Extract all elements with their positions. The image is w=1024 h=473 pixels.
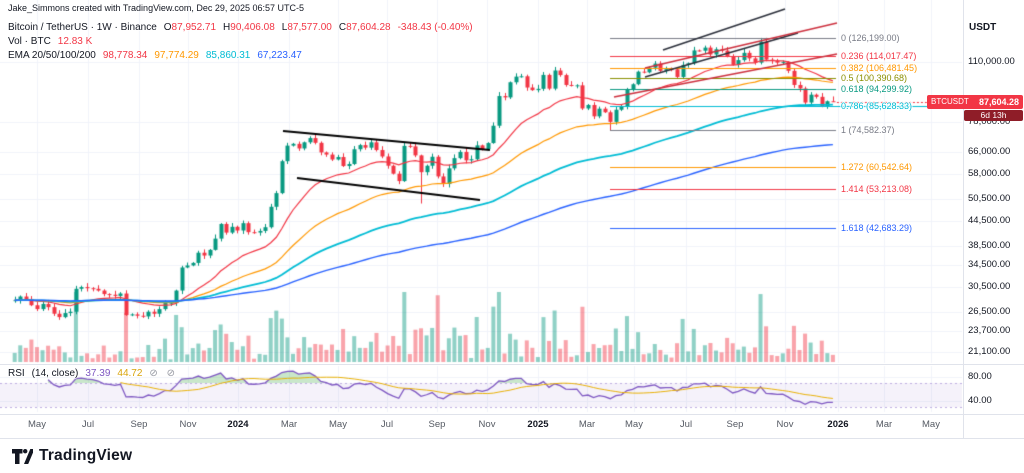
- price-axis-label: 30,500.00: [968, 281, 1011, 293]
- rsi-ma-value: 44.72: [117, 368, 143, 379]
- rsi-axis-label: 80.00: [968, 371, 992, 382]
- price-axis-label: 50,500.00: [968, 192, 1011, 204]
- ema200-value: 67,223.47: [257, 50, 302, 61]
- attribution-text: Jake_Simmons created with TradingView.co…: [8, 3, 304, 13]
- price-axis[interactable]: 110,000.00 78,000.00 66,000.00 58,000.00 50,…: [963, 0, 1024, 438]
- time-axis-label-may: May: [329, 419, 347, 430]
- last-price-badge-value: 87,604.28: [978, 96, 1019, 107]
- time-axis-label-2026: 2026: [827, 419, 849, 430]
- fib-label-0.236[interactable]: 0.236 (114,017.47): [841, 50, 917, 61]
- fib-label-0.786[interactable]: 0.786 (85,628.33): [841, 100, 913, 111]
- fib-label-1.414[interactable]: 1.414 (53,213.08): [841, 184, 913, 195]
- price-axis-label: 38,500.00: [968, 240, 1011, 252]
- last-price-badge: BTCUSDT 87,604.28: [927, 94, 1023, 109]
- price-axis-label: 34,500.00: [968, 259, 1011, 271]
- rsi-legend-row: RSI (14, close) 37.39 44.72 ⊘ ⊘: [8, 368, 178, 379]
- time-axis[interactable]: May Jul Sep Nov 2024 Mar May Jul Sep Nov 2025 Mar Ma…: [0, 415, 1024, 438]
- symbol-title[interactable]: Bitcoin / TetherUS · 1W · Binance: [8, 22, 157, 33]
- open-label: O: [163, 22, 172, 33]
- ema20-value: 98,778.34: [102, 50, 148, 61]
- low-label: L: [281, 22, 288, 33]
- time-axis-label-may: May: [625, 419, 643, 430]
- high-price: 90,406.08: [230, 22, 275, 33]
- price-axis-label: 26,500.00: [968, 305, 1011, 317]
- last-price-badge-symbol: BTCUSDT: [931, 97, 969, 107]
- footer-bar: TradingView: [0, 438, 1024, 473]
- price-axis-label: 78,000.00: [968, 116, 1011, 128]
- pane-divider[interactable]: [0, 364, 1024, 365]
- price-axis-label: 23,700.00: [968, 325, 1011, 337]
- ema-indicator-title[interactable]: EMA 20/50/100/200: [8, 50, 96, 61]
- close-label: C: [338, 22, 347, 33]
- time-axis-label-nov: Nov: [478, 419, 496, 430]
- price-axis-label: 21,100.00: [968, 345, 1011, 357]
- open-value: O 87,952.71: [164, 22, 216, 33]
- low-value: L 87,577.00: [282, 22, 332, 33]
- price-axis-label: 58,000.00: [968, 168, 1011, 180]
- time-axis-label-may: May: [28, 419, 46, 430]
- price-axis-label: 44,500.00: [968, 214, 1011, 226]
- open-price: 87,952.71: [171, 22, 217, 33]
- high-label: H: [223, 22, 231, 33]
- time-axis-label-2024: 2024: [227, 419, 249, 430]
- volume-value: 12.83 K: [57, 36, 93, 47]
- time-axis-label-jul: Jul: [81, 419, 95, 430]
- fib-label-0.618[interactable]: 0.618 (94,299.92): [841, 84, 913, 95]
- time-axis-label-mar: Mar: [875, 419, 893, 430]
- time-axis-label-nov: Nov: [179, 419, 197, 430]
- ema50-value: 97,774.29: [154, 50, 199, 61]
- time-axis-label-nov: Nov: [776, 419, 794, 430]
- fib-label-1.618[interactable]: 1.618 (42,683.29): [841, 223, 913, 234]
- price-axis-currency[interactable]: USDT: [969, 22, 997, 33]
- axis-divider: [963, 0, 964, 438]
- fib-label-1[interactable]: 1 (74,582.37): [841, 125, 895, 136]
- time-axis-label-2025: 2025: [527, 419, 549, 430]
- low-price: 87,577.00: [287, 22, 332, 33]
- fib-label-0[interactable]: 0 (126,199.00): [841, 32, 900, 43]
- price-axis-label: 110,000.00: [968, 56, 1015, 67]
- ema-legend-row: EMA 20/50/100/200 98,778.34 97,774.29 85…: [8, 50, 302, 61]
- tradingview-logo-text: TradingView: [39, 447, 133, 464]
- fib-label-0.382[interactable]: 0.382 (106,481.45): [841, 62, 918, 73]
- time-axis-label-sep: Sep: [428, 419, 446, 430]
- time-axis-label-mar: Mar: [280, 419, 298, 430]
- bar-countdown-badge: 6d 13h: [964, 109, 1023, 121]
- close-value: C 87,604.28: [339, 22, 391, 33]
- change-value: -348.43 (-0.40%): [397, 22, 473, 33]
- high-value: H 90,406.08: [223, 22, 275, 33]
- price-chart-canvas[interactable]: [0, 0, 1024, 440]
- volume-indicator-title[interactable]: Vol · BTC: [8, 36, 51, 47]
- indicator-action-icons[interactable]: ⊘ ⊘: [149, 368, 178, 379]
- tradingview-logo-icon: [12, 448, 33, 464]
- price-axis-label: 66,000.00: [968, 145, 1011, 157]
- time-axis-label-may: May: [922, 419, 940, 430]
- rsi-indicator-title[interactable]: RSI: [8, 368, 25, 379]
- ema100-value: 85,860.31: [205, 50, 251, 61]
- time-axis-label-jul: Jul: [679, 419, 693, 430]
- time-axis-label-sep: Sep: [726, 419, 744, 430]
- rsi-params: (14, close): [31, 368, 79, 379]
- rsi-value: 37.39: [85, 368, 111, 379]
- fib-label-1.272[interactable]: 1.272 (60,542.64): [841, 161, 913, 172]
- close-price: 87,604.28: [346, 22, 391, 33]
- volume-legend-row: Vol · BTC 12.83 K: [8, 36, 92, 47]
- rsi-axis-label: 40.00: [968, 395, 992, 406]
- symbol-legend-row: Bitcoin / TetherUS · 1W · Binance O 87,95…: [8, 22, 473, 33]
- time-axis-label-sep: Sep: [130, 419, 148, 430]
- time-axis-divider: [0, 414, 1024, 415]
- time-axis-label-mar: Mar: [578, 419, 596, 430]
- tradingview-logo[interactable]: TradingView: [12, 447, 132, 465]
- time-axis-label-jul: Jul: [380, 419, 394, 430]
- fib-label-0.5[interactable]: 0.5 (100,390.68): [841, 73, 908, 84]
